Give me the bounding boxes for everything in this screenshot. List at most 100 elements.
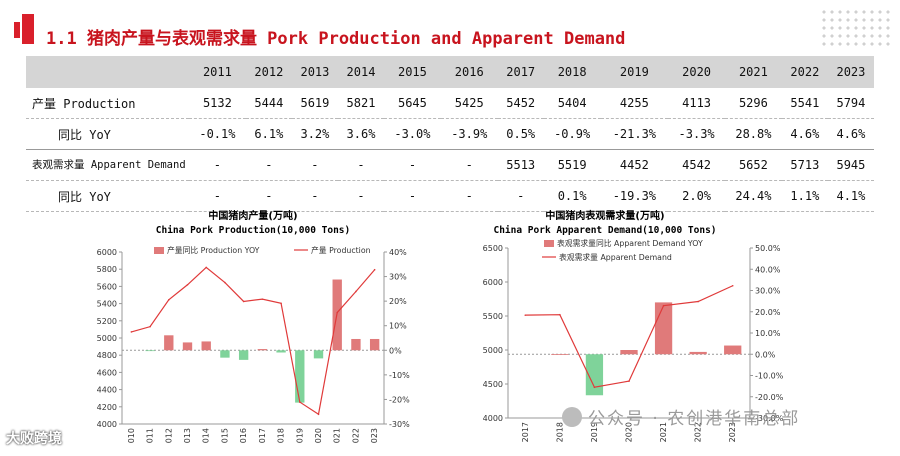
y-tick-label-left: 4000 [97, 420, 117, 429]
y-tick-label-left: 5400 [97, 300, 117, 309]
table-cell: 5821 [337, 88, 385, 119]
table-cell: 5519 [543, 149, 601, 181]
yoy-bar [620, 350, 638, 355]
y-tick-label-left: 5600 [97, 282, 117, 291]
chart-subtitle: China Pork Production(10,000 Tons) [156, 225, 350, 236]
legend-line-label: 产量 Production [311, 245, 371, 255]
year-header: 2016 [440, 56, 498, 88]
table-cell: -0.1% [189, 118, 246, 150]
y-tick-label-right: -20% [389, 395, 410, 404]
x-tick-label: 2023 [728, 422, 737, 442]
table-cell: 1.1% [781, 180, 828, 212]
line-point [662, 304, 665, 307]
table-cell: - [337, 149, 385, 181]
y-tick-label-right: 0% [389, 346, 402, 355]
x-tick-label: 2012 [164, 428, 173, 444]
line-point [336, 311, 339, 314]
table-cell: 5132 [189, 88, 246, 119]
yoy-bar [689, 351, 707, 355]
table-cell: 5945 [827, 149, 874, 181]
line-point [593, 386, 596, 389]
x-tick-label: 2010 [127, 428, 136, 444]
row-label: 同比 YoY [26, 118, 189, 150]
table-cell: - [245, 180, 292, 212]
year-header: 2013 [291, 56, 338, 88]
table-cell: 5619 [291, 88, 338, 119]
yoy-bar [238, 350, 249, 360]
chart-title: 中国猪肉表观需求量(万吨) [545, 209, 664, 222]
line-point [697, 300, 699, 303]
y-tick-label-left: 5200 [97, 317, 117, 326]
table-cell: - [245, 149, 292, 181]
legend-line-label: 表观需求量 Apparent Demand [559, 252, 672, 262]
yoy-bar [164, 335, 174, 351]
table-cell: -3.9% [440, 118, 498, 150]
year-header: 2023 [827, 56, 874, 88]
line-point [355, 290, 357, 293]
x-tick-label: 2015 [220, 428, 229, 444]
table-cell: 3.2% [291, 118, 338, 150]
table-cell: -0.9% [543, 118, 601, 150]
line-point [731, 284, 734, 287]
line-point [130, 331, 133, 333]
year-header: 2012 [245, 56, 292, 88]
row-label: 同比 YoY [26, 180, 189, 212]
y-tick-label-right: 20.0% [755, 308, 781, 317]
year-header: 2021 [725, 56, 782, 88]
page-title: 1.1 猪肉产量与表观需求量 Pork Production and Appar… [46, 29, 626, 49]
chart-subtitle: China Pork Apparent Demand(10,000 Tons) [493, 225, 716, 236]
line-point [317, 413, 320, 416]
x-tick-label: 2017 [258, 428, 267, 444]
x-tick-label: 2021 [659, 422, 668, 442]
table-corner [26, 56, 189, 88]
table-cell: 4452 [600, 149, 669, 181]
x-tick-label: 2019 [295, 428, 304, 444]
yoy-bar [201, 341, 211, 351]
table-cell: 2.0% [668, 180, 725, 212]
demand-chart-svg: 中国猪肉表观需求量(万吨) China Pork Apparent Demand(… [483, 209, 784, 442]
table-cell: - [291, 180, 338, 212]
x-tick-label: 2021 [333, 428, 342, 444]
y-tick-label-right: 0.0% [755, 350, 776, 359]
table-cell: - [440, 180, 498, 212]
y-tick-label-right: -30.0% [755, 414, 784, 423]
year-header: 2015 [384, 56, 441, 88]
y-tick-label-left: 4200 [97, 403, 117, 412]
data-table: 2011 2012 2013 2014 2015 2016 2017 2018 … [26, 56, 874, 212]
yoy-bar [724, 345, 742, 355]
series-line [131, 266, 376, 416]
y-tick-label-right: 10% [389, 322, 407, 331]
table-cell: 5713 [781, 149, 828, 181]
table-cell: 4.1% [827, 180, 874, 212]
y-tick-label-left: 5500 [483, 312, 503, 321]
year-header: 2018 [543, 56, 601, 88]
y-tick-label-left: 4400 [97, 386, 117, 395]
watermark-right: 公众号 · 农创港华南总部 [562, 404, 800, 429]
year-header: 2019 [600, 56, 669, 88]
line-point [205, 266, 208, 269]
table-cell: 5404 [543, 88, 601, 119]
production-chart: 中国猪肉产量(万吨) China Pork Production(10,000 T… [88, 208, 418, 444]
x-tick-label: 2014 [202, 428, 211, 444]
yoy-bar [313, 350, 324, 359]
x-tick-label: 2018 [555, 422, 564, 442]
y-tick-label-left: 4600 [97, 368, 117, 377]
table-cell: 5452 [497, 88, 544, 119]
x-tick-label: 2018 [277, 428, 286, 444]
row-label: 产量 Production [26, 88, 189, 119]
table-cell: 5425 [440, 88, 498, 119]
yoy-bar [351, 338, 361, 351]
table-cell: - [384, 149, 441, 181]
y-tick-label-right: -10% [389, 371, 410, 380]
yoy-bar [145, 350, 155, 352]
line-point [524, 314, 527, 316]
table-row: 表观需求量 Apparent Demand - - - - - -5513 5519 4452 4… [26, 149, 874, 181]
watermark-left: 大败跨境 [6, 431, 62, 447]
y-tick-label-left: 5800 [97, 265, 117, 274]
line-point [242, 300, 245, 303]
table-cell: - [337, 180, 385, 212]
line-point [224, 281, 226, 284]
year-header: 2011 [189, 56, 246, 88]
yoy-bar [220, 350, 230, 358]
y-tick-label-left: 5000 [97, 334, 117, 343]
